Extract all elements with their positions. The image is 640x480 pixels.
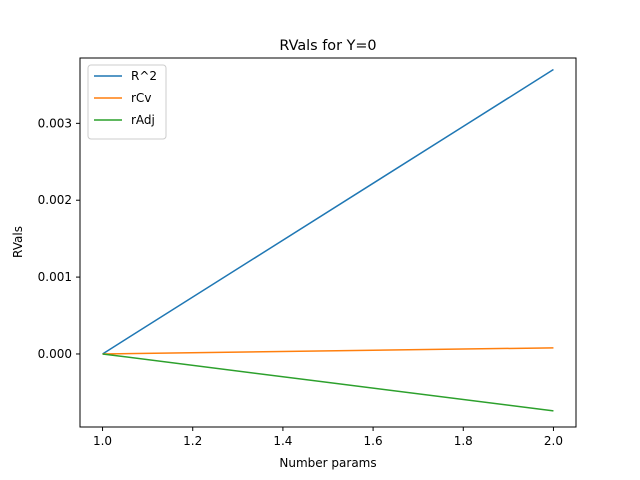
series-line-radj <box>102 353 554 412</box>
x-tick-label: 1.8 <box>454 434 473 448</box>
legend-label: R^2 <box>131 69 157 83</box>
chart-title: RVals for Y=0 <box>279 38 376 54</box>
x-tick-label: 1.6 <box>364 434 383 448</box>
series-line-r-2 <box>102 68 554 355</box>
legend-label: rAdj <box>131 113 155 127</box>
legend: R^2 rCv rAdj <box>87 64 167 140</box>
x-axis: 1.0 1.2 1.4 1.6 1.8 2.0 <box>93 427 563 448</box>
x-tick-label: 1.4 <box>273 434 292 448</box>
x-tick-label: 1.2 <box>183 434 202 448</box>
series-line-rcv <box>102 347 554 355</box>
y-axis: 0.000 0.001 0.002 0.003 <box>38 116 80 361</box>
y-axis-label: RVals <box>11 226 25 258</box>
plot-frame <box>79 57 577 428</box>
y-tick-label: 0.003 <box>38 116 72 130</box>
y-tick-label: 0.002 <box>38 193 72 207</box>
x-tick-label: 1.0 <box>93 434 112 448</box>
legend-label: rCv <box>131 91 151 105</box>
y-tick-label: 0.000 <box>38 347 72 361</box>
x-tick-label: 2.0 <box>544 434 563 448</box>
series-layer <box>102 68 554 412</box>
y-tick-label: 0.001 <box>38 270 72 284</box>
x-axis-label: Number params <box>279 456 376 470</box>
